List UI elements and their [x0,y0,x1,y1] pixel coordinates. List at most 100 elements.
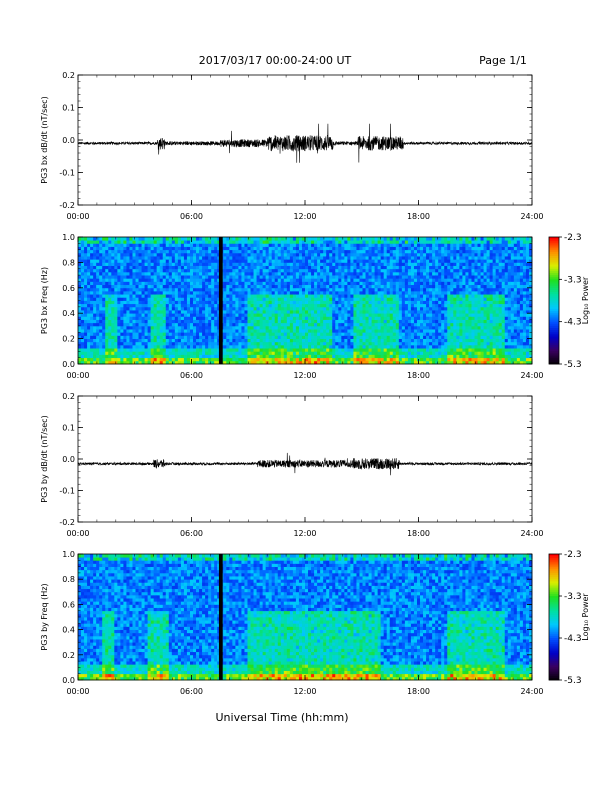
spectrogram-cell [96,284,100,289]
spectrogram-cell [189,284,194,289]
spectrogram-cell [338,252,342,257]
spectrogram-cell [262,237,267,241]
spectrogram-cell [96,287,100,292]
spectrogram-cell [420,278,424,282]
spectrogram-cell [435,271,439,276]
spectrogram-cell [186,268,191,273]
spectrogram-cell [208,341,212,346]
spectrogram-cell [435,243,439,247]
spectrogram-cell [389,287,394,292]
spectrogram-cell [268,335,273,339]
spectrogram-cell [347,275,351,279]
spectrogram-cell [90,341,94,346]
spectrogram-cell [147,278,152,282]
spectrogram-cell [268,281,273,286]
spectrogram-cell [301,256,306,260]
spectrogram-cell [320,310,324,314]
spectrogram-cell [365,294,369,298]
spectrogram-cell [356,303,360,308]
spectrogram-cell [241,325,245,330]
spectrogram-cell [202,303,206,308]
spectrogram-cell [229,325,233,330]
spectrogram-cell [241,344,245,349]
spectrogram-cell [277,335,282,339]
spectrogram-cell [111,252,115,257]
spectrogram-cell [214,290,218,295]
spectrogram-cell [410,287,415,292]
spectrogram-cell [196,252,200,257]
spectrogram-cell [171,259,176,263]
spectrogram-cell [265,319,270,324]
spectrogram-cell [410,294,415,298]
spectrogram-cell [117,316,121,320]
spectrogram-cell [305,256,309,260]
spectrogram-cell [392,271,397,276]
spectrogram-cell [186,281,191,286]
spectrogram-cell [102,306,106,311]
spectrogram-cell [202,281,206,286]
spectrogram-cell [353,287,357,292]
spectrogram-cell [368,287,372,292]
spectrogram-cell [102,275,106,279]
spectrogram-cell [377,319,382,324]
spectrogram-cell [244,281,248,286]
panels: 0.20.10.0-0.1-0.200:00 06:00 12:00 18:00 24:… [40,71,590,696]
spectrogram-cell [274,329,279,333]
spectrogram-cell [199,256,203,260]
spectrogram-cell [413,262,418,266]
spectrogram-cell [177,351,182,355]
spectrogram-cell [344,322,348,327]
spectrogram-cell [386,278,391,282]
spectrogram-cell [159,297,164,301]
spectrogram-cell [196,306,200,311]
spectrogram-cell [96,319,100,324]
spectrogram-cell [211,354,215,359]
spectrogram-cell [265,329,270,333]
spectrogram-cell [308,284,312,289]
spectrogram-cell [395,316,400,320]
spectrogram-cell [362,303,366,308]
spectrogram-cell [374,246,379,251]
spectrogram-cell [81,252,85,257]
spectrogram-cell [423,284,427,289]
spectrogram-cell [413,281,418,286]
spectrogram-cell [144,290,149,295]
spectrogram-cell [305,252,309,257]
spectrogram-cell [274,284,279,289]
spectrogram-cell [96,325,100,330]
spectrogram-cell [87,351,91,355]
spectrogram-cell [295,252,300,257]
spectrogram-cell [301,332,306,336]
spectrogram-cell [262,271,267,276]
spectrogram-cell [153,240,158,244]
spectrogram-cell [132,281,136,286]
spectrogram-cell [365,332,369,336]
spectrogram-cell [90,259,94,263]
spectrogram-cell [398,319,403,324]
spectrogram-cell [338,338,342,343]
spectrogram-cell [392,332,397,336]
spectrogram-cell [386,310,391,314]
spectrogram-cell [199,322,203,327]
spectrogram-cell [256,284,260,289]
spectrogram-cell [389,329,394,333]
spectrogram-cell [96,354,100,359]
spectrogram-cell [99,306,103,311]
spectrogram-cell [365,319,369,324]
spectrogram-cell [308,294,312,298]
spectrogram-cell [280,313,285,317]
spectrogram-cell [404,357,409,362]
spectrogram-cell [229,297,233,301]
spectrogram-cell [292,360,297,365]
spectrogram-cell [162,357,167,362]
spectrogram-cell [341,300,345,305]
spectrogram-cell [90,237,94,241]
spectrogram-cell [223,344,227,349]
spectrogram-cell [286,249,291,254]
spectrogram-cell [410,316,415,320]
spectrogram-cell [413,335,418,339]
spectrogram-cell [144,275,149,279]
spectrogram-cell [305,351,309,355]
spectrogram-cell [229,237,233,241]
spectrogram-cell [317,310,321,314]
